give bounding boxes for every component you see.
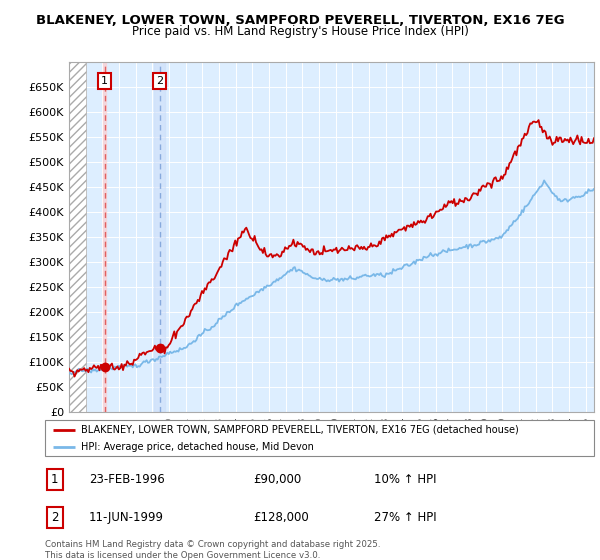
Text: £128,000: £128,000 bbox=[254, 511, 310, 524]
Text: 23-FEB-1996: 23-FEB-1996 bbox=[89, 473, 164, 486]
Text: 11-JUN-1999: 11-JUN-1999 bbox=[89, 511, 164, 524]
Text: Price paid vs. HM Land Registry's House Price Index (HPI): Price paid vs. HM Land Registry's House … bbox=[131, 25, 469, 38]
Bar bbox=[69, 62, 86, 412]
Text: 27% ↑ HPI: 27% ↑ HPI bbox=[374, 511, 437, 524]
Text: BLAKENEY, LOWER TOWN, SAMPFORD PEVERELL, TIVERTON, EX16 7EG: BLAKENEY, LOWER TOWN, SAMPFORD PEVERELL,… bbox=[35, 14, 565, 27]
Text: £90,000: £90,000 bbox=[254, 473, 302, 486]
Bar bbox=[154, 62, 166, 412]
Text: 2: 2 bbox=[156, 76, 163, 86]
Text: HPI: Average price, detached house, Mid Devon: HPI: Average price, detached house, Mid … bbox=[80, 442, 314, 452]
Text: Contains HM Land Registry data © Crown copyright and database right 2025.
This d: Contains HM Land Registry data © Crown c… bbox=[45, 540, 380, 560]
Text: 1: 1 bbox=[51, 473, 59, 486]
Bar bbox=[103, 62, 106, 412]
FancyBboxPatch shape bbox=[45, 420, 594, 456]
Text: 10% ↑ HPI: 10% ↑ HPI bbox=[374, 473, 437, 486]
Text: 1: 1 bbox=[101, 76, 108, 86]
Text: 2: 2 bbox=[51, 511, 59, 524]
Text: BLAKENEY, LOWER TOWN, SAMPFORD PEVERELL, TIVERTON, EX16 7EG (detached house): BLAKENEY, LOWER TOWN, SAMPFORD PEVERELL,… bbox=[80, 425, 518, 435]
